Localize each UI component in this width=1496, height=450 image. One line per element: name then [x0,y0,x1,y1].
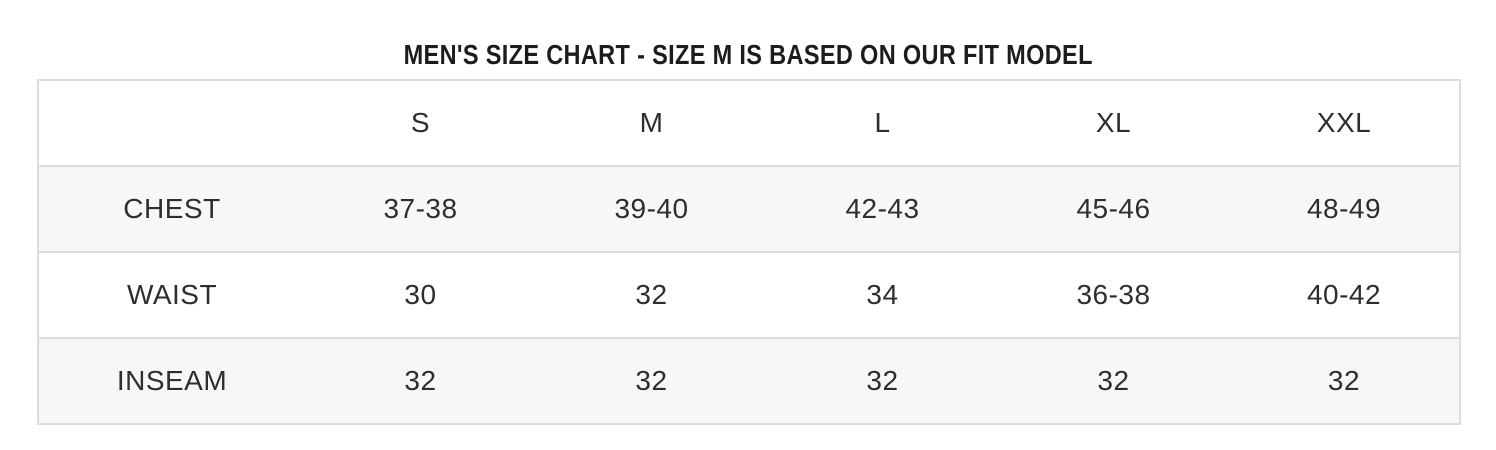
cell-chest-m: 39-40 [536,165,767,253]
table-row-chest: CHEST 37-38 39-40 42-43 45-46 48-49 [38,165,1460,253]
page-title-text: MEN'S SIZE CHART - SIZE M IS BASED ON OU… [403,39,1093,70]
cell-chest-xl: 45-46 [998,165,1229,253]
row-label-chest: CHEST [38,165,305,253]
column-header-m: M [536,79,767,167]
cell-waist-m: 32 [536,251,767,339]
cell-chest-s: 37-38 [305,165,536,253]
size-chart-table: S M L XL XXL CHEST 37-38 39-40 42-43 45-… [37,79,1461,425]
cell-waist-xxl: 40-42 [1229,251,1460,339]
cell-waist-l: 34 [767,251,998,339]
cell-inseam-s: 32 [305,337,536,425]
cell-chest-l: 42-43 [767,165,998,253]
page-title: MEN'S SIZE CHART - SIZE M IS BASED ON OU… [0,0,1496,69]
cell-waist-xl: 36-38 [998,251,1229,339]
cell-waist-s: 30 [305,251,536,339]
size-chart-section: MEN'S SIZE CHART - SIZE M IS BASED ON OU… [0,0,1496,425]
column-header-blank [38,79,305,167]
cell-inseam-m: 32 [536,337,767,425]
cell-inseam-l: 32 [767,337,998,425]
row-label-waist: WAIST [38,251,305,339]
column-header-l: L [767,79,998,167]
cell-inseam-xl: 32 [998,337,1229,425]
table-row-waist: WAIST 30 32 34 36-38 40-42 [38,251,1460,339]
cell-inseam-xxl: 32 [1229,337,1460,425]
table-header-row: S M L XL XXL [38,79,1460,167]
row-label-inseam: INSEAM [38,337,305,425]
cell-chest-xxl: 48-49 [1229,165,1460,253]
column-header-xxl: XXL [1229,79,1460,167]
column-header-xl: XL [998,79,1229,167]
table-row-inseam: INSEAM 32 32 32 32 32 [38,337,1460,425]
column-header-s: S [305,79,536,167]
